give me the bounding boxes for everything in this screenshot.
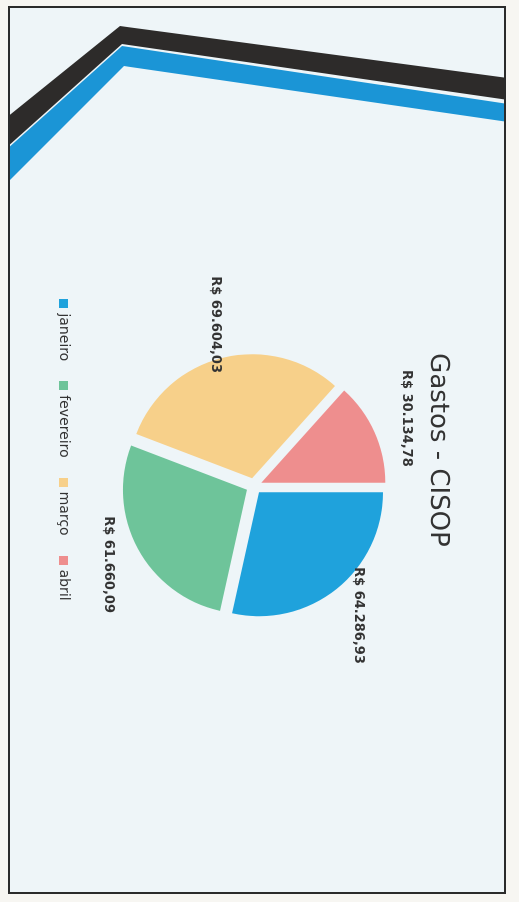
legend-swatch bbox=[59, 299, 69, 309]
legend-swatch bbox=[59, 477, 69, 487]
legend-label: abril bbox=[56, 569, 72, 601]
pie-slice-janeiro bbox=[232, 492, 384, 617]
legend-swatch bbox=[59, 555, 69, 565]
legend-label: março bbox=[56, 491, 72, 536]
legend-item-janeiro: janeiro bbox=[56, 299, 72, 361]
data-label-abril: R$ 30.134,78 bbox=[398, 369, 414, 467]
slide-content: Gastos - CISOP R$ 64.286,93 R$ 61.660,09 R… bbox=[10, 8, 504, 892]
data-label-fevereiro: R$ 61.660,09 bbox=[100, 516, 116, 614]
decorative-bands bbox=[10, 26, 504, 180]
data-label-janeiro: R$ 64.286,93 bbox=[350, 567, 366, 664]
pie-slice-fevereiro bbox=[122, 445, 247, 611]
legend-label: janeiro bbox=[56, 313, 72, 362]
legend-swatch bbox=[59, 381, 69, 391]
pie-slice-abril bbox=[261, 390, 386, 483]
legend-item-março: março bbox=[56, 477, 72, 536]
legend-item-abril: abril bbox=[56, 555, 72, 601]
legend: janeiro fevereiro março abril bbox=[56, 8, 72, 892]
dark-band bbox=[10, 26, 504, 145]
slide: Gastos - CISOP R$ 64.286,93 R$ 61.660,09 R… bbox=[8, 6, 506, 894]
data-label-março: R$ 69.604,03 bbox=[208, 276, 224, 374]
legend-label: fevereiro bbox=[56, 395, 72, 458]
legend-item-fevereiro: fevereiro bbox=[56, 381, 72, 458]
blue-band bbox=[10, 46, 504, 180]
pie-slice-março bbox=[136, 354, 335, 479]
pie-chart bbox=[122, 354, 386, 617]
